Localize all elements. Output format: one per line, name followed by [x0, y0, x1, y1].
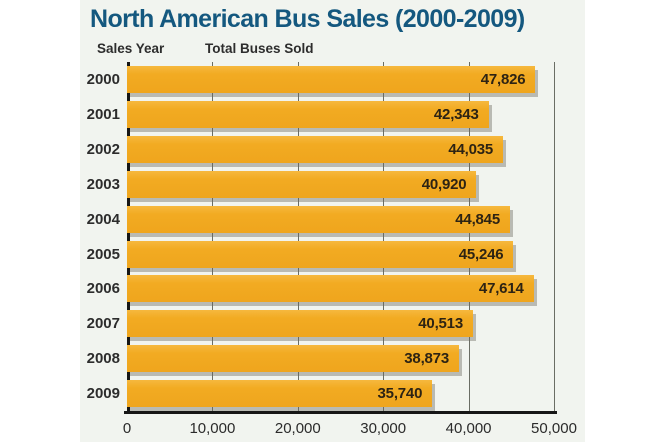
bar-2003: 40,920: [127, 170, 477, 198]
x-tick-label-30000: 30,000: [360, 420, 407, 437]
bar-2004: 44,845: [127, 205, 510, 233]
bar-value-label-2007: 40,513: [418, 315, 463, 333]
bar-value-label-2001: 42,343: [433, 105, 479, 123]
bar-value-label-2000: 47,826: [480, 71, 526, 88]
x-tick-label-50000: 50,000: [531, 420, 577, 437]
gridline-40000: [468, 62, 470, 411]
gridline-30000: [383, 62, 385, 411]
gridline-20000: [297, 62, 299, 411]
year-label-2003: 2003: [86, 175, 120, 193]
chart-title: North American Bus Sales (2000-2009): [90, 5, 525, 33]
bar-row-2001: 2001 42,343: [87, 100, 554, 128]
bar-2002: 44,035: [127, 135, 504, 163]
x-tick-label-0: 0: [122, 420, 132, 437]
gridline-50000: [554, 62, 555, 411]
bar-row-2004: 2004 44,845: [87, 205, 554, 233]
bar-row-2005: 2005 45,246: [87, 240, 554, 268]
year-label-2005: 2005: [86, 245, 120, 263]
x-tick-label-40000: 40,000: [445, 420, 492, 437]
column-header-total-buses-sold: Total Buses Sold: [205, 41, 314, 56]
bar-row-2007: 2007 40,513: [87, 310, 554, 338]
bar-2006: 47,614: [127, 275, 534, 303]
bar-value-label-2005: 45,246: [458, 245, 504, 263]
year-label-2000: 2000: [86, 71, 120, 88]
bar-row-2002: 2002 44,035: [87, 135, 554, 163]
bar-row-2006: 2006 47,614: [87, 275, 554, 303]
chart-panel: North American Bus Sales (2000-2009) Sal…: [80, 0, 585, 442]
bar-value-label-2002: 44,035: [448, 140, 494, 158]
year-label-2002: 2002: [86, 140, 120, 158]
year-label-2006: 2006: [86, 280, 120, 298]
x-tick-label-10000: 10,000: [189, 420, 236, 437]
x-tick-label-20000: 20,000: [274, 420, 321, 437]
gridline-10000: [212, 62, 214, 411]
bar-2000: 47,826: [127, 66, 536, 93]
bar-2007: 40,513: [127, 310, 473, 338]
year-label-2009: 2009: [86, 385, 120, 403]
year-label-2007: 2007: [86, 315, 120, 333]
y-axis-line: [127, 62, 130, 411]
bar-2008: 38,873: [127, 345, 459, 373]
column-header-sales-year: Sales Year: [97, 41, 165, 56]
year-label-2004: 2004: [86, 210, 120, 228]
bar-value-label-2006: 47,614: [478, 280, 524, 298]
bar-2005: 45,246: [127, 240, 514, 268]
bar-value-label-2009: 35,740: [377, 385, 423, 403]
bar-row-2003: 2003 40,920: [87, 170, 554, 198]
bar-row-2000: 2000 47,826: [87, 66, 554, 93]
bar-value-label-2008: 38,873: [404, 350, 449, 368]
bar-row-2008: 2008 38,873: [87, 345, 554, 373]
plot-area: 2000 47,826 2001 42,343 2002 44,035 2003 40,920…: [87, 62, 577, 437]
bar-value-label-2003: 40,920: [421, 175, 467, 193]
year-label-2008: 2008: [86, 350, 120, 368]
year-label-2001: 2001: [86, 105, 120, 123]
x-axis-line: [124, 411, 557, 414]
bar-value-label-2004: 44,845: [455, 210, 500, 228]
bar-2001: 42,343: [127, 100, 489, 128]
bar-2009: 35,740: [127, 380, 433, 408]
bar-row-2009: 2009 35,740: [87, 380, 554, 408]
